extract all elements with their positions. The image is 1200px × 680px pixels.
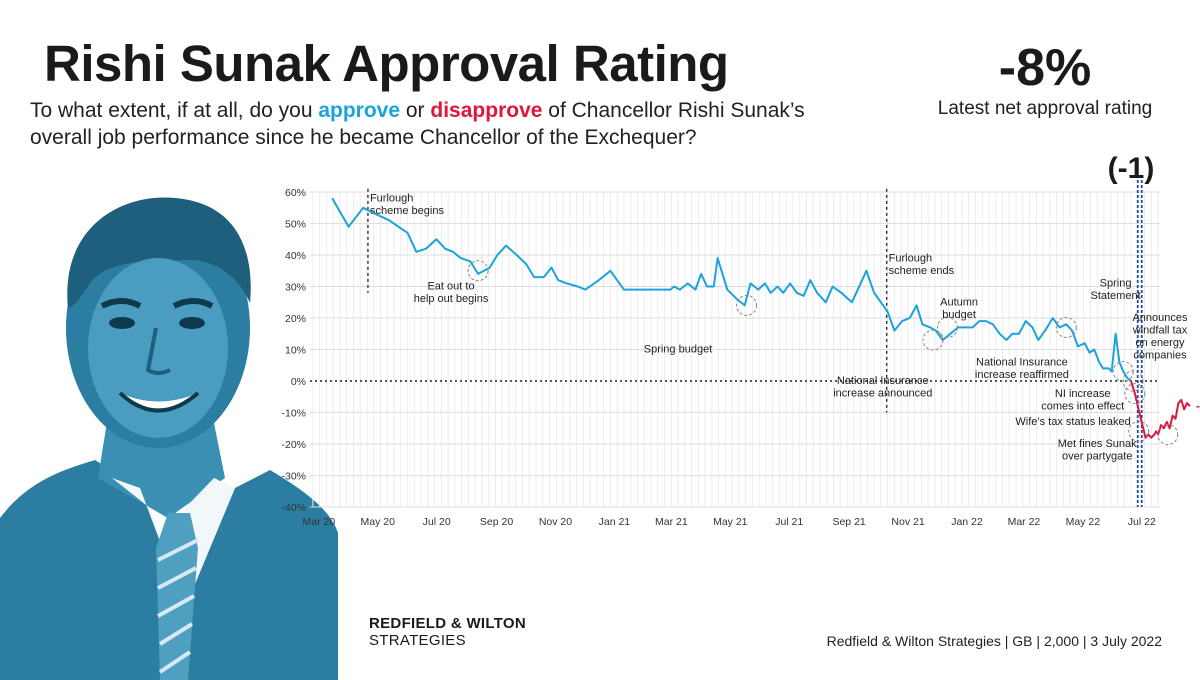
annotation-label: over partygate <box>1062 451 1132 463</box>
source-note: Redfield & Wilton Strategies | GB | 2,00… <box>826 633 1162 649</box>
subtitle-part-approve: approve <box>318 99 401 122</box>
chart-lines: -8% <box>331 197 1200 439</box>
annotation-label: NI increase <box>1055 388 1111 400</box>
x-tick-label: Sep 20 <box>480 516 513 528</box>
annotation-label: Met fines Sunak <box>1058 438 1137 450</box>
x-tick-label: Sep 21 <box>832 516 865 528</box>
annotation-label: Wife’s tax status leaked <box>1015 416 1130 428</box>
latest-net-approval-value: -8% <box>998 39 1092 97</box>
annotation-marker <box>1124 383 1146 405</box>
approval-line-negative <box>1130 380 1191 439</box>
subtitle-part-text: or <box>400 99 431 122</box>
chart-axes: 60% 50% 40% 30% 20% 10% 0% -10% -20% -30% -40% Mar … <box>281 187 1155 528</box>
annotation-label: companies <box>1133 350 1187 362</box>
annotation-label: Spring budget <box>644 344 713 356</box>
x-tick-label: May 21 <box>713 516 748 528</box>
annotation-marker <box>922 329 944 351</box>
y-tick-label: -10% <box>281 408 306 420</box>
y-tick-label: 30% <box>285 282 306 294</box>
brand-name: REDFIELD & WILTON <box>369 615 527 632</box>
y-tick-label: 60% <box>285 187 306 199</box>
x-tick-label: Jul 22 <box>1128 516 1156 528</box>
rishi-sunak-portrait-icon <box>0 197 338 680</box>
annotation-label: increase reaffirmed <box>975 369 1069 381</box>
approval-line-positive <box>331 197 1132 382</box>
annotation-label: Statement <box>1090 290 1140 302</box>
y-tick-label: -20% <box>281 439 306 451</box>
end-value-label: -8% <box>1196 399 1200 413</box>
subtitle-part-text: of Chancellor Rishi Sunak’s overall job … <box>30 99 805 149</box>
x-tick-label: Jan 22 <box>951 516 983 528</box>
annotation-label: help out begins <box>414 293 489 305</box>
y-tick-label: -40% <box>281 502 306 514</box>
chart-grid <box>310 191 1160 508</box>
x-tick-label: Jan 21 <box>599 516 631 528</box>
annotation-label: National Insurance <box>837 375 929 387</box>
subtitle-part-text: To what extent, if at all, do you <box>30 99 319 122</box>
y-tick-label: 20% <box>285 313 306 325</box>
change-indicator: (-1) <box>1107 152 1155 185</box>
subtitle-part-disapprove: disapprove <box>430 99 543 122</box>
latest-net-approval-label: Latest net approval rating <box>937 98 1153 119</box>
annotation-label: windfall tax <box>1132 325 1188 337</box>
y-tick-label: -30% <box>281 471 306 483</box>
annotation-label: budget <box>942 309 976 321</box>
annotation-marker <box>467 260 489 282</box>
annotation-marker <box>1055 316 1077 338</box>
page-title: Rishi Sunak Approval Rating <box>44 35 729 92</box>
reference-label: scheme ends <box>889 265 955 277</box>
y-tick-label: 40% <box>285 250 306 262</box>
annotation-label: Spring <box>1100 278 1132 290</box>
x-tick-label: Nov 20 <box>539 516 572 528</box>
y-tick-label: 50% <box>285 219 306 231</box>
annotation-marker <box>937 316 958 338</box>
x-tick-label: Jul 20 <box>423 516 451 528</box>
x-tick-label: Mar 20 <box>302 516 335 528</box>
x-tick-label: Jul 21 <box>775 516 803 528</box>
annotation-label: on energy <box>1136 337 1185 349</box>
annotation-label: Autumn <box>940 296 978 308</box>
x-tick-label: Mar 22 <box>1008 516 1041 528</box>
x-tick-label: May 20 <box>361 516 396 528</box>
annotation-label: National Insurance <box>976 356 1068 368</box>
annotation-marker <box>736 294 758 316</box>
x-tick-label: May 22 <box>1066 516 1101 528</box>
annotation-label: increase announced <box>833 388 932 400</box>
annotation-marker <box>1128 420 1150 442</box>
x-tick-label: Nov 21 <box>891 516 924 528</box>
reference-label: scheme begins <box>370 205 444 217</box>
annotation-marker <box>1157 424 1179 446</box>
y-tick-label: 10% <box>285 345 306 357</box>
x-tick-label: Mar 21 <box>655 516 688 528</box>
reference-label: Furlough <box>889 252 932 264</box>
survey-question: To what extent, if at all, do you approv… <box>30 97 870 151</box>
brand-subname: STRATEGIES <box>369 632 466 649</box>
annotation-label: Eat out to <box>427 281 474 293</box>
annotation-label: Announces <box>1132 312 1188 324</box>
y-tick-label: 0% <box>291 376 306 388</box>
annotation-label: comes into effect <box>1041 400 1124 412</box>
brand-logo: REDFIELD & WILTON STRATEGIES <box>369 615 526 649</box>
annotation-marker <box>1122 370 1144 392</box>
reference-label: Furlough <box>370 192 413 204</box>
